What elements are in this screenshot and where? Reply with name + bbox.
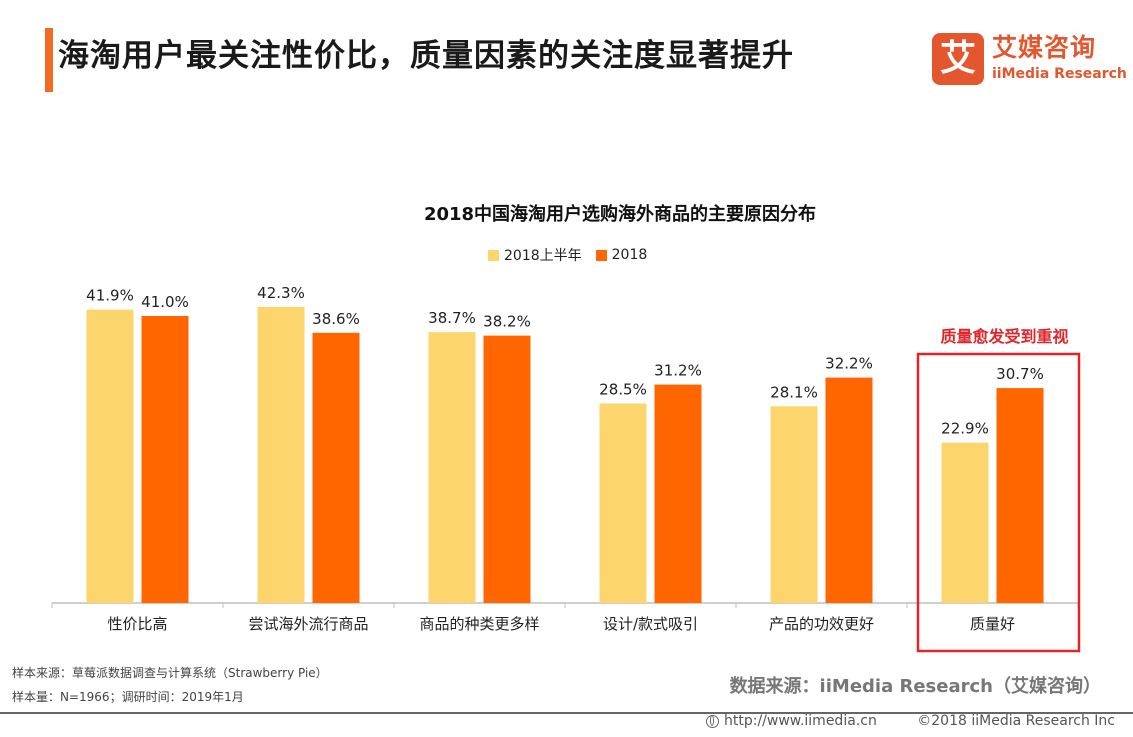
legend-label-full-year: 2018: [611, 247, 648, 263]
bar-value-label: 42.3%: [257, 284, 305, 302]
category-label: 产品的功效更好: [769, 615, 874, 633]
bar-value-label: 22.9%: [941, 420, 989, 438]
bar-full-year: [825, 377, 873, 603]
bar-h1: [428, 332, 476, 603]
bar-full-year: [312, 332, 360, 603]
bar-value-label: 28.1%: [770, 383, 818, 401]
bar-value-label: 31.2%: [654, 362, 702, 380]
footer-copyright: ©2018 iiMedia Research Inc: [917, 713, 1115, 729]
bar-h1: [86, 309, 134, 603]
bar-value-label: 41.9%: [86, 287, 134, 305]
legend-swatch-h1: [488, 249, 499, 261]
bar-full-year: [141, 316, 189, 603]
bar-h1: [941, 442, 989, 603]
sample-size-note: 样本量：N=1966；调研时间：2019年1月: [12, 690, 244, 704]
bar-value-label: 41.0%: [141, 293, 189, 311]
sample-source-note: 样本来源：草莓派数据调查与计算系统（Strawberry Pie）: [12, 666, 328, 680]
title-accent-bar: [45, 28, 53, 92]
bar-h1: [257, 306, 305, 603]
bar-h1: [599, 403, 647, 603]
bar-value-label: 38.2%: [483, 313, 531, 331]
annotation-label: 质量愈发受到重视: [940, 327, 1068, 346]
legend-swatch-full-year: [595, 249, 607, 261]
bar-full-year: [654, 384, 702, 603]
logo-name-cn: 艾媒咨询: [992, 33, 1097, 62]
chart-title: 2018中国海淘用户选购海外商品的主要原因分布: [423, 204, 817, 225]
category-label: 商品的种类更多样: [419, 615, 539, 633]
highlight-box: [916, 352, 1081, 653]
footer-url-text[interactable]: http://www.iimedia.cn: [724, 713, 877, 729]
footer-url[interactable]: http://www.iimedia.cn: [706, 713, 877, 729]
brand-logo: 艾 艾媒咨询 iiMedia Research: [932, 33, 1127, 85]
bar-full-year: [483, 335, 531, 603]
bar-value-label: 38.6%: [312, 310, 360, 328]
logo-mark-icon: 艾: [932, 33, 984, 85]
category-label: 性价比高: [107, 615, 167, 633]
bar-value-label: 28.5%: [599, 381, 647, 399]
category-label: 尝试海外流行商品: [248, 615, 368, 633]
footer-divider: [0, 712, 1133, 714]
category-label: 设计/款式吸引: [603, 615, 698, 633]
bar-value-label: 30.7%: [996, 365, 1044, 383]
page-title: 海淘用户最关注性价比，质量因素的关注度显著提升: [58, 38, 794, 74]
logo-name-en: iiMedia Research: [992, 66, 1127, 82]
bar-value-label: 38.7%: [428, 309, 476, 327]
bar-value-label: 32.2%: [825, 355, 873, 373]
bar-full-year: [996, 388, 1044, 603]
globe-icon: [706, 714, 719, 728]
category-label: 质量好: [970, 615, 1015, 633]
legend-label-h1: 2018上半年: [504, 248, 582, 264]
bar-h1: [770, 406, 818, 603]
legend-item-h1: 2018上半年: [488, 245, 582, 265]
legend-item-full-year: 2018: [595, 247, 648, 263]
data-source: 数据来源：iiMedia Research（艾媒咨询）: [729, 676, 1101, 697]
chart-legend: 2018上半年 2018: [488, 245, 647, 265]
bar-chart: 41.9% 41.0% 性价比高 42.3% 38.6% 尝试海外流行商品 38.7% 38.…: [51, 284, 1081, 653]
